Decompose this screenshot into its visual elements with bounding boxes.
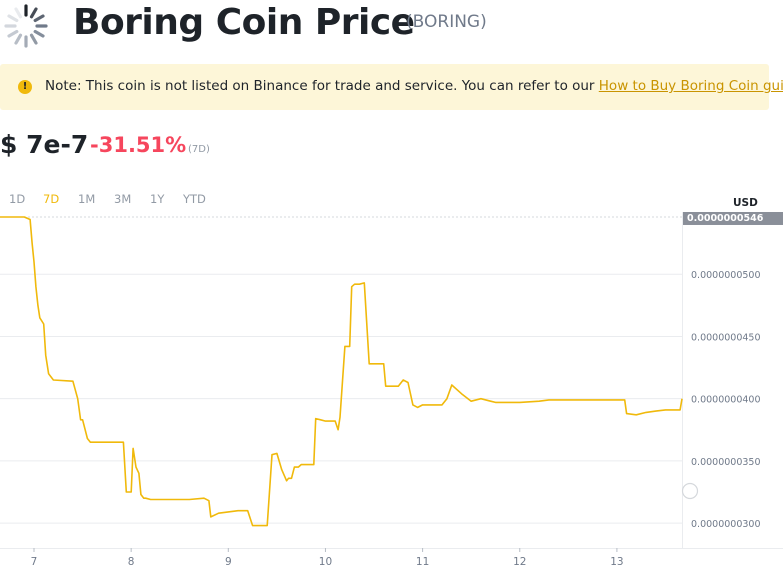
tab-1m[interactable]: 1M [78, 192, 96, 206]
page-header: Boring Coin Price (BORING) [0, 0, 783, 52]
x-tick-label: 8 [128, 556, 135, 568]
reset-zoom-icon[interactable] [681, 482, 699, 500]
current-price: $ 7e-7 [0, 130, 89, 159]
page-title: Boring Coin Price [73, 2, 415, 43]
notice-message: Note: This coin is not listed on Binance… [45, 78, 599, 94]
tab-1d[interactable]: 1D [9, 192, 26, 206]
x-tick-label: 11 [416, 556, 429, 568]
tab-7d[interactable]: 7D [43, 192, 60, 206]
loading-spinner-icon [4, 4, 48, 48]
coin-symbol: (BORING) [406, 12, 487, 32]
notice-banner: ! Note: This coin is not listed on Binan… [0, 64, 783, 110]
x-tick-label: 13 [610, 556, 623, 568]
change-period: (7D) [188, 144, 210, 155]
price-line-series [0, 216, 683, 527]
price-change: -31.51% [90, 133, 187, 157]
y-tick-label: 0.0000000300 [691, 519, 761, 530]
current-value-label: 0.0000000546 [687, 213, 764, 224]
y-tick-label: 0.0000000500 [691, 270, 761, 281]
how-to-buy-link[interactable]: How to Buy Boring Coin guide [598, 78, 783, 94]
currency-label: USD [733, 197, 758, 209]
x-tick-label: 12 [513, 556, 526, 568]
y-tick-label: 0.0000000350 [691, 457, 761, 468]
warning-icon: ! [18, 80, 32, 94]
price-chart[interactable]: 0.0000000500 0.0000000450 0.0000000400 0.00… [0, 212, 783, 575]
x-tick-label: 7 [31, 556, 38, 568]
current-value-tag [683, 212, 783, 225]
y-tick-label: 0.0000000400 [691, 395, 761, 406]
tab-3m[interactable]: 3M [114, 192, 132, 206]
tab-ytd[interactable]: YTD [183, 192, 206, 206]
notice-text: Note: This coin is not listed on Binance… [45, 78, 783, 94]
y-tick-label: 0.0000000450 [691, 332, 761, 343]
tab-1y[interactable]: 1Y [150, 192, 165, 206]
x-tick-label: 10 [319, 556, 332, 568]
x-tick-label: 9 [225, 556, 232, 568]
